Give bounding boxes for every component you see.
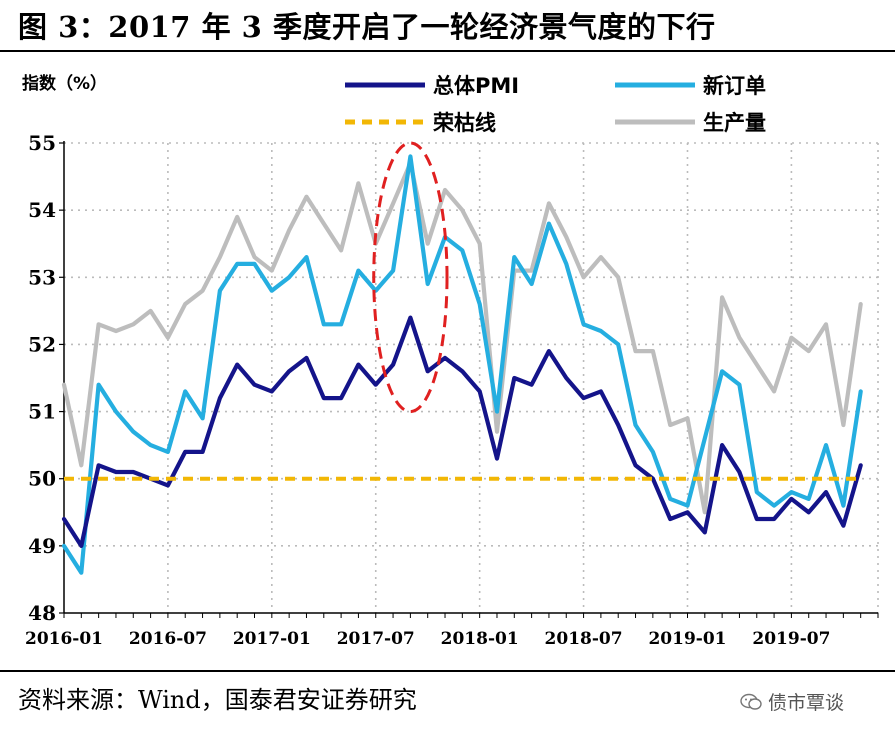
- x-tick-label: 2019-01: [648, 629, 726, 649]
- x-tick-label: 2019-07: [752, 629, 830, 649]
- chart: 指数（%） 48 49 50 51 52 53 54 55 2016-01 2016-07 2017-…: [22, 73, 879, 649]
- watermark: 债市覃谈: [740, 688, 844, 715]
- title-rule: [0, 50, 895, 52]
- y-tick-label: 55: [28, 131, 56, 155]
- source-note: 资料来源：Wind，国泰君安证券研究: [18, 686, 417, 714]
- y-tick-label: 51: [28, 400, 56, 424]
- legend-label-3: 生产量: [703, 111, 766, 135]
- series-line-1: [61, 154, 863, 575]
- figure-title: 图 3：2017 年 3 季度开启了一轮经济景气度的下行: [18, 10, 716, 44]
- x-tick-label: 2017-01: [233, 629, 311, 649]
- legend-label-1: 新订单: [703, 74, 766, 98]
- y-tick-label: 49: [28, 534, 56, 558]
- y-tick-label: 52: [28, 332, 56, 356]
- y-tick-label: 48: [28, 601, 56, 625]
- legend-label-2: 荣枯线: [432, 111, 496, 135]
- x-tick-label: 2017-07: [337, 629, 415, 649]
- series-line-3: [61, 160, 863, 515]
- y-tick-label: 54: [28, 198, 56, 222]
- x-tick-label: 2016-07: [129, 629, 207, 649]
- watermark-text: 债市覃谈: [768, 692, 845, 714]
- series-line-0: [61, 315, 863, 548]
- wechat-icon: [740, 693, 762, 710]
- x-tick-label: 2018-07: [545, 629, 623, 649]
- y-tick-label: 53: [28, 265, 56, 289]
- source-rule: [0, 670, 895, 672]
- x-tick-label: 2016-01: [25, 629, 103, 649]
- y-axis-label: 指数（%）: [22, 73, 107, 94]
- annotation-ellipse: [372, 141, 449, 414]
- legend-label-0: 总体PMI: [433, 74, 519, 98]
- y-tick-label: 50: [28, 467, 56, 491]
- x-tick-label: 2018-01: [441, 629, 519, 649]
